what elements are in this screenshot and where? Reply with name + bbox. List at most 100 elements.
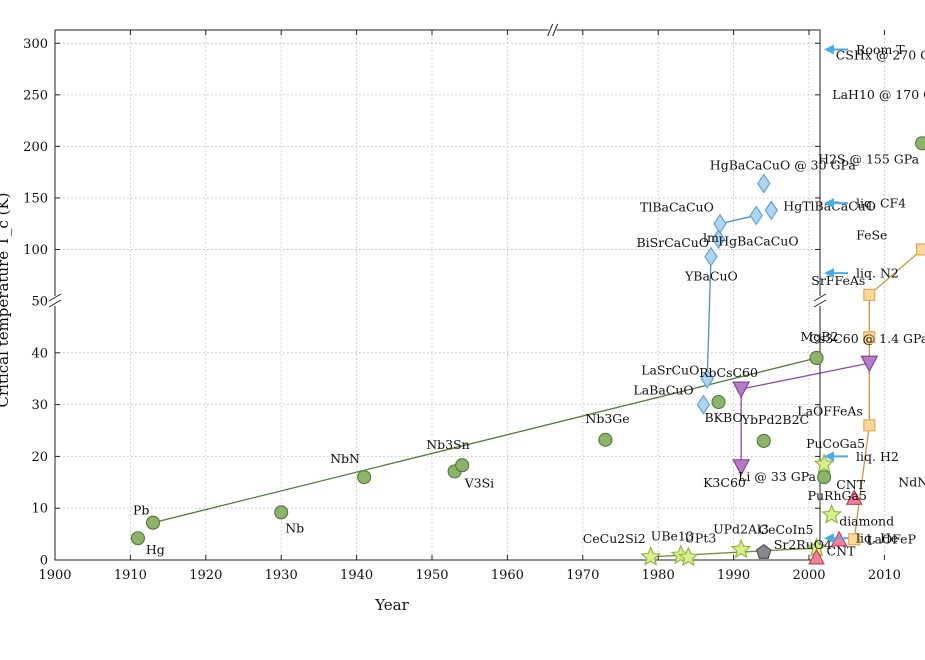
- y-tick-label: 20: [31, 450, 48, 465]
- trend-line-fullerene: [741, 362, 870, 390]
- bcs-marker: [915, 136, 925, 151]
- reference-arrow-icon: [824, 268, 834, 279]
- point-label: Nb3Sn: [426, 437, 470, 452]
- reference-arrow-icon: [824, 451, 834, 462]
- y-axis-title: Critical temperature T_c (K): [0, 193, 12, 408]
- plot-area: [55, 30, 820, 560]
- point-label: FeSe: [856, 228, 887, 243]
- point-label: CSHx @ 270 GPa: [836, 48, 925, 63]
- heavy_fermion-marker: [640, 545, 662, 566]
- axes: 1900 1910 1920 1930 1940 1950 1960 1970 1980 1990…: [23, 23, 901, 583]
- cuprate-marker: [757, 173, 771, 194]
- point-label: UPt3: [684, 530, 716, 545]
- point-label: CNT: [827, 543, 857, 558]
- x-axis-title: Year: [374, 596, 409, 614]
- point-label: Li @ 33 GPa: [738, 469, 816, 484]
- x-tick-label: 1990: [717, 568, 750, 583]
- axis-break-gap: [813, 296, 827, 306]
- reference-label: liq. H2: [856, 449, 899, 464]
- bcs-marker: [145, 515, 161, 530]
- point-label: CNT: [836, 477, 866, 492]
- y-tick-label: 150: [23, 191, 48, 206]
- iron-marker: [863, 331, 876, 344]
- data-markers: [130, 136, 925, 567]
- reference-label: liq. CF4: [856, 196, 906, 211]
- point-label: BiSrCaCuO: [637, 235, 710, 250]
- cuprate-marker: [764, 200, 778, 221]
- y-tick-label: 250: [23, 88, 48, 103]
- point-label: MgB2: [801, 329, 839, 344]
- point-label: LaSrCuO: [641, 363, 699, 378]
- fullerene-marker: [732, 459, 751, 476]
- point-label: LaH10 @ 170 GPa: [832, 87, 925, 102]
- x-tick-label: 1960: [491, 568, 524, 583]
- reference-label: liq. He: [856, 531, 898, 546]
- bcs-marker: [711, 394, 726, 410]
- point-label: Sr2RuO4: [774, 537, 832, 552]
- point-label: Nb3Ge: [585, 411, 629, 426]
- reference-label: liq. N2: [856, 266, 899, 281]
- other-marker: [755, 544, 772, 559]
- point-label: HgBaCaCuO: [718, 233, 798, 248]
- axis-break-stroke: [813, 299, 827, 308]
- bcs-marker: [756, 433, 771, 448]
- point-label: RbCsC60: [699, 365, 758, 380]
- carbon-marker: [808, 548, 825, 565]
- x-tick-label: 1940: [340, 568, 373, 583]
- point-label: UPd2Al3: [713, 522, 769, 537]
- reference-line: liq. CF4: [824, 196, 906, 211]
- heavy_fermion-marker: [813, 453, 835, 474]
- y-tick-label: 50: [31, 295, 48, 310]
- point-label: LaBaCuO: [633, 383, 693, 398]
- point-label: NdNiO: [898, 474, 925, 489]
- point-label: V3Si: [464, 475, 495, 490]
- heavy_fermion-marker: [677, 546, 699, 567]
- iron-marker: [863, 419, 876, 432]
- y-tick-label: 10: [31, 502, 48, 517]
- point-label: YbPd2B2C: [741, 412, 809, 427]
- trend-line-cuprate: [706, 256, 712, 379]
- point-label: UBe13: [651, 528, 694, 543]
- axis-break-gap: [48, 296, 62, 306]
- reference-arrow-icon: [824, 44, 834, 55]
- bcs-marker: [598, 432, 613, 447]
- point-label: K3C60: [703, 475, 746, 490]
- point-label: Pb: [133, 503, 149, 518]
- point-label: diamond: [839, 513, 894, 528]
- point-label: LaOFFeAs: [797, 403, 863, 418]
- x-tick-label: 1980: [642, 568, 675, 583]
- x-tick-label: 1910: [114, 568, 147, 583]
- reference-arrow-icon: [824, 198, 834, 209]
- point-label: PuCoGa5: [806, 436, 865, 451]
- fullerene-marker: [860, 355, 879, 373]
- y-axis-break-left: [48, 293, 62, 308]
- grid: [55, 30, 885, 560]
- reference-line: Room T: [824, 42, 905, 57]
- axis-break-stroke: [48, 293, 62, 302]
- cuprate-marker: [696, 394, 711, 415]
- reference-arrow-icon: [824, 533, 834, 544]
- point-label: HgBaCaCuO @ 30 GPa: [710, 158, 857, 173]
- fullerene-marker: [732, 381, 751, 399]
- y-tick-label: 0: [40, 554, 48, 569]
- x-axis-break: [547, 23, 559, 37]
- trend-line-iron: [868, 248, 923, 296]
- x-tick-label: 1920: [189, 568, 222, 583]
- point-labels: Hg Pb Nb NbN V3Si Nb3Sn Nb3Ge BKBO YbPd2B2C MgB2 L…: [133, 48, 925, 559]
- point-label: PuRhGa5: [808, 488, 867, 503]
- cuprate-marker: [749, 205, 763, 226]
- reference-lines: Room T liq. CF4 liq. N2 liq. H2 liq. He: [824, 42, 906, 546]
- iron-marker: [863, 288, 876, 301]
- trend-line-iron: [853, 425, 870, 540]
- cuprate-marker: [711, 229, 726, 250]
- cuprate-marker: [700, 368, 714, 389]
- bcs-marker: [130, 531, 145, 546]
- iron-marker: [848, 533, 861, 546]
- axis-break-stroke: [547, 23, 554, 37]
- point-label: H2S @ 155 GPa: [818, 151, 920, 166]
- point-label: Cs3C60 @ 1.4 GPa: [809, 331, 925, 346]
- bcs-marker: [809, 350, 824, 366]
- x-tick-label: 1900: [38, 568, 71, 583]
- bcs-marker: [817, 470, 832, 485]
